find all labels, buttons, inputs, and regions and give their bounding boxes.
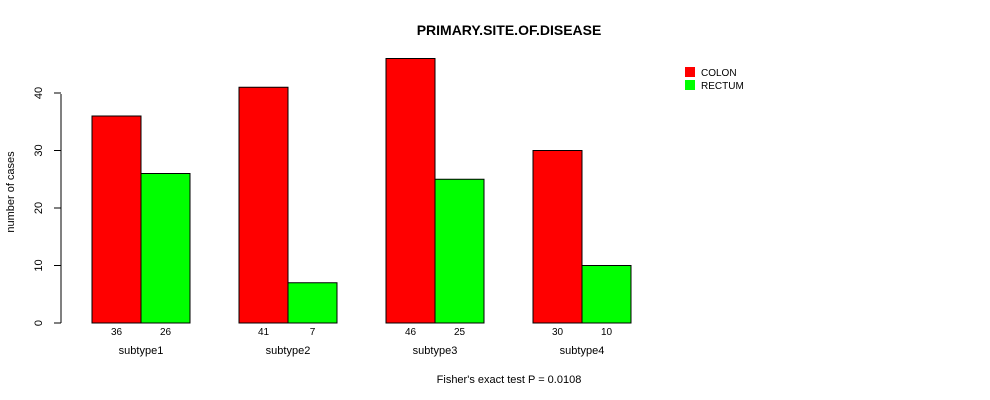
y-tick-label-10: 10 — [33, 259, 45, 271]
value-labels-group: 36 26 41 7 46 25 30 10 — [111, 327, 613, 338]
legend: COLON RECTUM — [685, 67, 744, 92]
footnote: Fisher's exact test P = 0.0108 — [437, 374, 582, 386]
bars-group — [91, 58, 632, 324]
y-axis: 0 10 20 30 40 — [33, 87, 62, 326]
legend-swatch-colon — [685, 67, 695, 77]
y-tick-label-20: 20 — [33, 202, 45, 214]
bar-subtype1-colon — [91, 115, 142, 324]
category-label-subtype1: subtype1 — [119, 345, 164, 357]
category-label-subtype2: subtype2 — [266, 345, 311, 357]
bar-subtype4-rectum — [581, 265, 632, 324]
legend-label-rectum: RECTUM — [701, 81, 744, 92]
bar-subtype4-colon — [532, 150, 583, 324]
category-label-subtype3: subtype3 — [413, 345, 458, 357]
bar-value-subtype1-colon: 36 — [111, 327, 123, 338]
bar-value-subtype2-rectum: 7 — [310, 327, 316, 338]
category-labels-group: subtype1 subtype2 subtype3 subtype4 — [119, 345, 605, 357]
bar-value-subtype3-rectum: 25 — [454, 327, 466, 338]
y-tick-label-0: 0 — [33, 320, 45, 326]
bar-subtype1-rectum — [140, 173, 191, 324]
bar-subtype3-rectum — [434, 178, 485, 324]
y-tick-label-30: 30 — [33, 144, 45, 156]
bar-value-subtype3-colon: 46 — [405, 327, 417, 338]
category-label-subtype4: subtype4 — [560, 345, 605, 357]
legend-label-colon: COLON — [701, 68, 737, 79]
legend-swatch-rectum — [685, 80, 695, 90]
bar-value-subtype4-colon: 30 — [552, 327, 564, 338]
chart-title: PRIMARY.SITE.OF.DISEASE — [417, 22, 602, 38]
y-tick-label-40: 40 — [33, 87, 45, 99]
bar-value-subtype1-rectum: 26 — [160, 327, 172, 338]
bar-subtype3-colon — [385, 58, 436, 324]
y-axis-label: number of cases — [5, 151, 17, 233]
bar-subtype2-colon — [238, 86, 289, 324]
bar-subtype2-rectum — [287, 282, 338, 324]
bar-value-subtype4-rectum: 10 — [601, 327, 613, 338]
bar-value-subtype2-colon: 41 — [258, 327, 270, 338]
